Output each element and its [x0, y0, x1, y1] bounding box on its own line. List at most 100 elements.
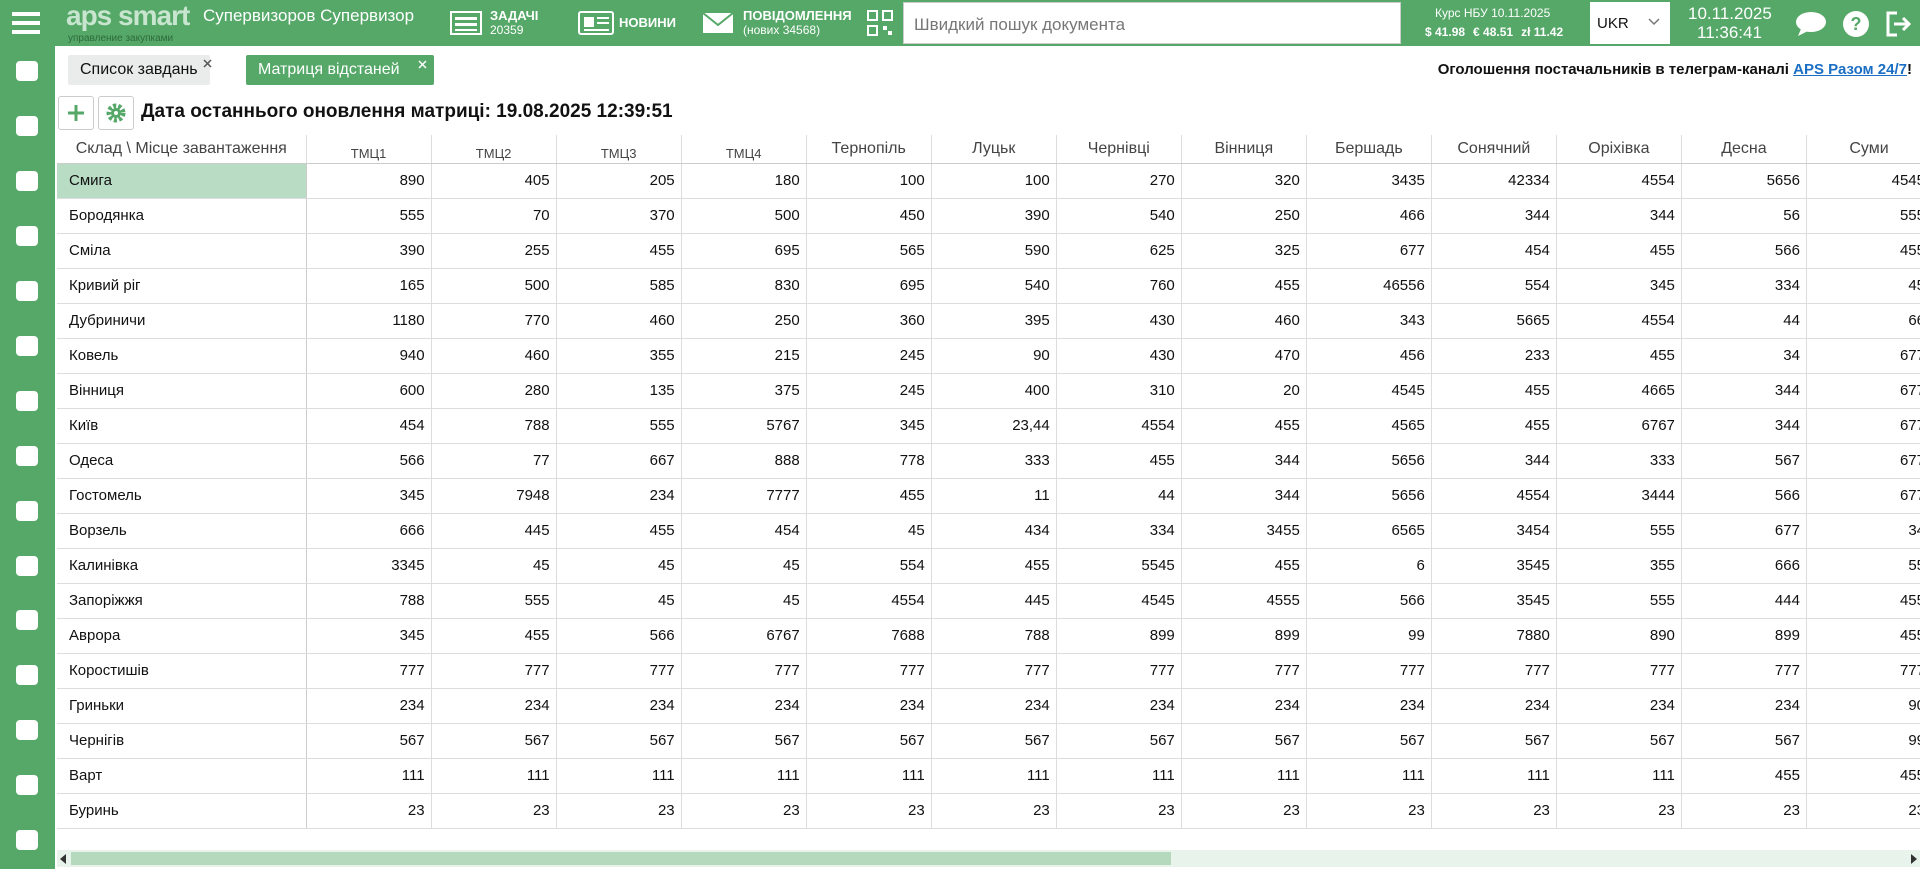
column-header: Тернопіль [806, 135, 931, 163]
sidebar-icon[interactable] [16, 61, 38, 81]
user-name[interactable]: Супервизоров Супервизор [203, 6, 414, 26]
sidebar-icon[interactable] [16, 720, 38, 740]
news-label[interactable]: НОВИНИ [619, 16, 676, 30]
cell: 777 [1306, 653, 1431, 688]
row-header: Дубриничи [57, 303, 306, 338]
cell: 4554 [1056, 408, 1181, 443]
sidebar-icon[interactable] [16, 281, 38, 301]
cell: 77 [431, 443, 556, 478]
scroll-right[interactable] [1910, 854, 1918, 864]
cell: 460 [431, 338, 556, 373]
cell: 3455 [1181, 513, 1306, 548]
scroll-left[interactable] [59, 854, 67, 864]
cell: 677 [1681, 513, 1806, 548]
cell: 234 [1556, 688, 1681, 723]
cell: 890 [1556, 618, 1681, 653]
cell: 375 [681, 373, 806, 408]
cell: 234 [931, 688, 1056, 723]
tasks-label[interactable]: ЗАДАЧІ [490, 9, 538, 23]
sidebar-icon[interactable] [16, 116, 38, 136]
cell: 450 [806, 198, 931, 233]
messages-label[interactable]: ПОВІДОМЛЕННЯ [743, 9, 852, 23]
cell: 23 [1181, 793, 1306, 828]
rates: $ 41.98€ 48.51zł 11.42 [1425, 25, 1563, 39]
scrollbar[interactable] [57, 850, 1920, 867]
corner-header: Склад \ Місце завантаження [57, 135, 306, 163]
sidebar-icon[interactable] [16, 501, 38, 521]
cell: 280 [431, 373, 556, 408]
sidebar-icon[interactable] [16, 446, 38, 466]
column-header: Луцьк [931, 135, 1056, 163]
cell: 567 [1181, 723, 1306, 758]
sidebar-icon[interactable] [16, 830, 38, 850]
tasks-icon [450, 10, 482, 36]
sidebar-icon[interactable] [16, 775, 38, 795]
cell: 5545 [1056, 548, 1181, 583]
logo[interactable]: aps smart [66, 0, 189, 32]
cell: 4665 [1556, 373, 1681, 408]
cell: 600 [306, 373, 431, 408]
cell: 344 [1431, 198, 1556, 233]
distance-table: Склад \ Місце завантаженняТМЦ1ТМЦ2ТМЦ3ТМ… [57, 135, 1920, 835]
cell: 344 [1431, 443, 1556, 478]
cell: 6 [1306, 548, 1431, 583]
sidebar-icon[interactable] [16, 226, 38, 246]
sidebar-icon[interactable] [16, 171, 38, 191]
add-button[interactable] [58, 96, 94, 130]
sidebar-icon[interactable] [16, 665, 38, 685]
cell: 6565 [1306, 513, 1431, 548]
sidebar-icon[interactable] [16, 556, 38, 576]
tab[interactable]: Список завдань [68, 55, 210, 85]
cell: 345 [1556, 268, 1681, 303]
help-icon[interactable]: ? [1842, 10, 1870, 38]
row-header: Аврора [57, 618, 306, 653]
table-row: Кривий ріг165500585830695540760455465565… [57, 268, 1920, 303]
cell: 4545 [1306, 373, 1431, 408]
tab-close[interactable] [417, 59, 429, 71]
cell: 455 [1181, 548, 1306, 583]
cell: 333 [931, 443, 1056, 478]
row-header: Вінниця [57, 373, 306, 408]
cell: 1180 [306, 303, 431, 338]
row-header: Буринь [57, 793, 306, 828]
chat-icon[interactable] [1795, 11, 1827, 37]
settings-button[interactable] [98, 96, 134, 130]
cell: 770 [431, 303, 556, 338]
column-header: ТМЦ2 [431, 135, 556, 163]
sidebar-icon[interactable] [16, 610, 38, 630]
cell: 405 [431, 163, 556, 198]
cell: 899 [1681, 618, 1806, 653]
column-header: Десна [1681, 135, 1806, 163]
sidebar-icon[interactable] [16, 336, 38, 356]
qr-icon[interactable] [867, 10, 893, 36]
cell: 455 [1806, 618, 1920, 653]
row-header: Варт [57, 758, 306, 793]
language-select[interactable]: UKR [1590, 2, 1670, 44]
scrollbar-thumb[interactable] [71, 852, 1171, 865]
table-row: Чернігів56756756756756756756756756756756… [57, 723, 1920, 758]
svg-text:?: ? [1851, 14, 1862, 34]
cell: 334 [1681, 268, 1806, 303]
cell: 3444 [1556, 478, 1681, 513]
cell: 55 [1806, 548, 1920, 583]
tab-active[interactable]: Матриця відстаней [246, 55, 434, 85]
telegram-link[interactable]: APS Разом 24/7 [1793, 61, 1907, 78]
cell: 585 [556, 268, 681, 303]
sidebar-icon[interactable] [16, 391, 38, 411]
cell: 567 [431, 723, 556, 758]
tab-close[interactable] [202, 58, 214, 70]
cell: 830 [681, 268, 806, 303]
cell: 555 [306, 198, 431, 233]
cell: 370 [556, 198, 681, 233]
cell: 344 [1556, 198, 1681, 233]
logout-icon[interactable] [1885, 11, 1913, 37]
menu-button[interactable] [12, 11, 40, 35]
cell: 455 [931, 548, 1056, 583]
cell: 45 [806, 513, 931, 548]
search-input[interactable]: Швидкий пошук документа [903, 2, 1401, 44]
row-header: Ковель [57, 338, 306, 373]
cell: 777 [306, 653, 431, 688]
table-row: Сміла39025545569556559062532567745445556… [57, 233, 1920, 268]
cell: 555 [431, 583, 556, 618]
cell: 34 [1806, 513, 1920, 548]
